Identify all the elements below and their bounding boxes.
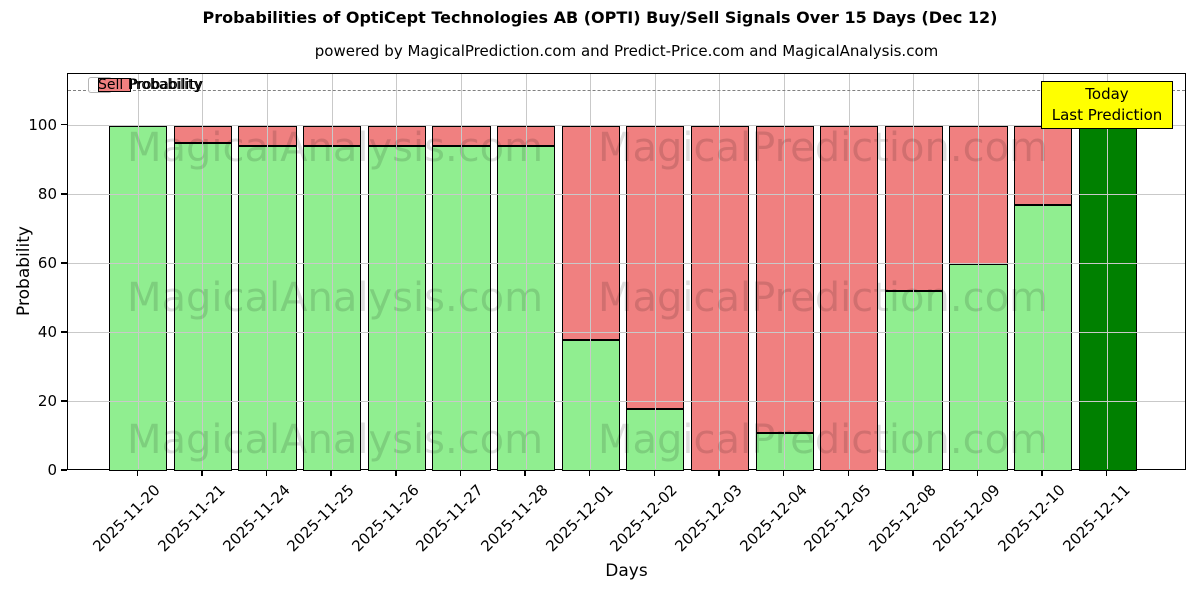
x-tick-mark: [589, 470, 591, 476]
y-tick-label: 20: [37, 391, 57, 410]
x-tick-label: 2025-12-04: [735, 481, 811, 556]
x-tick-mark: [524, 470, 526, 476]
x-tick-mark: [136, 470, 138, 476]
y-tick-mark: [61, 331, 67, 333]
h-gridline: [68, 263, 1185, 265]
x-tick-label: 2025-11-28: [477, 481, 552, 556]
y-tick-mark: [61, 124, 67, 126]
x-tick-mark: [330, 470, 332, 476]
v-gridline: [525, 74, 527, 469]
v-gridline: [267, 74, 269, 469]
y-tick-mark: [61, 193, 67, 195]
y-tick-mark: [61, 262, 67, 264]
legend-label-sell: Sell Probability: [98, 77, 202, 93]
h-gridline: [68, 125, 1185, 127]
x-tick-label: 2025-12-10: [994, 481, 1069, 556]
watermark-text: MagicalAnalysis.com: [127, 275, 544, 321]
legend-swatch-sell-icon: [98, 78, 131, 92]
watermark-text: MagicalAnalysis.com: [127, 125, 544, 171]
plot-area: [67, 73, 1186, 471]
y-tick-mark: [61, 400, 67, 402]
today-annotation: Today Last Prediction: [1041, 81, 1173, 129]
x-tick-mark: [912, 470, 914, 476]
watermark-text: MagicalPrediction.com: [598, 417, 1048, 463]
y-tick-mark: [61, 469, 67, 471]
v-gridline: [654, 74, 656, 469]
v-gridline: [137, 74, 139, 469]
y-tick-label: 100: [28, 115, 57, 134]
v-gridline: [590, 74, 592, 469]
x-tick-mark: [395, 470, 397, 476]
x-tick-mark: [976, 470, 979, 476]
x-tick-label: 2025-12-02: [606, 481, 682, 556]
x-tick-mark: [718, 470, 720, 476]
x-tick-label: 2025-12-11: [1059, 481, 1134, 556]
x-tick-label: 2025-11-24: [218, 481, 294, 556]
x-tick-label: 2025-11-20: [89, 481, 165, 556]
h-gridline: [68, 401, 1185, 403]
y-tick-label: 80: [37, 184, 57, 203]
watermark-text: MagicalAnalysis.com: [127, 417, 544, 463]
watermark-text: MagicalPrediction.com: [598, 125, 1048, 171]
v-gridline: [202, 74, 204, 469]
v-gridline: [396, 74, 398, 469]
threshold-dashed-line: [68, 90, 1185, 92]
x-tick-mark: [201, 470, 203, 476]
x-tick-label: 2025-12-09: [929, 481, 1005, 556]
x-tick-label: 2025-12-08: [865, 481, 940, 556]
v-gridline: [977, 74, 979, 469]
x-tick-label: 2025-12-01: [542, 481, 617, 556]
v-gridline: [913, 74, 915, 469]
x-tick-mark: [459, 470, 462, 476]
x-tick-label: 2025-11-26: [348, 481, 423, 556]
y-tick-label: 0: [47, 461, 57, 479]
y-tick-label: 40: [37, 322, 57, 341]
x-tick-label: 2025-11-25: [283, 481, 358, 556]
v-gridline: [784, 74, 786, 469]
page-title: Probabilities of OptiCept Technologies A…: [202, 8, 998, 27]
x-axis-label: Days: [605, 561, 648, 581]
y-tick-label: 60: [37, 253, 57, 272]
x-tick-mark: [1041, 470, 1043, 476]
today-annotation-line2: Last Prediction: [1051, 106, 1163, 124]
x-tick-mark: [782, 470, 785, 476]
today-annotation-line1: Today: [1085, 85, 1129, 103]
x-tick-mark: [847, 470, 849, 476]
h-gridline: [68, 332, 1185, 334]
x-tick-label: 2025-11-27: [412, 481, 488, 556]
x-tick-mark: [265, 470, 268, 476]
v-gridline: [1107, 74, 1109, 469]
v-gridline: [848, 74, 850, 469]
x-tick-mark: [653, 470, 656, 476]
x-tick-label: 2025-11-21: [154, 481, 229, 556]
h-gridline: [68, 194, 1185, 196]
x-tick-label: 2025-12-05: [800, 481, 875, 556]
v-gridline: [460, 74, 462, 469]
v-gridline: [331, 74, 333, 469]
x-tick-mark: [1106, 470, 1108, 476]
v-gridline: [719, 74, 721, 469]
watermark-text: MagicalPrediction.com: [598, 275, 1048, 321]
x-tick-label: 2025-12-03: [671, 481, 746, 556]
v-gridline: [1042, 74, 1044, 469]
legend: Buy Probability Sell Probability: [88, 77, 203, 93]
chart-subtitle: powered by MagicalPrediction.com and Pre…: [314, 42, 939, 60]
